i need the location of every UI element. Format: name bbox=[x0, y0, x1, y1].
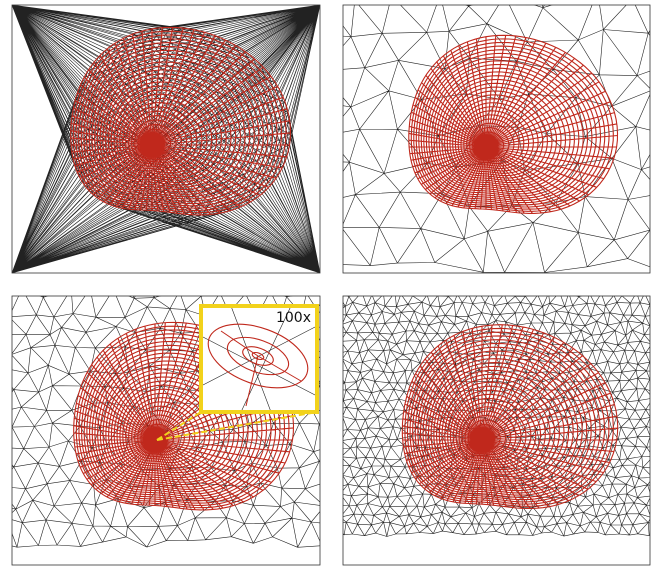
panel bbox=[330, 282, 655, 565]
inset: 100x bbox=[200, 306, 317, 412]
page: {"inset": {"label": "100x"}} 100x (() =>… bbox=[0, 0, 655, 567]
panel bbox=[296, 0, 655, 273]
figure: 100x bbox=[0, 0, 655, 567]
panel bbox=[12, 5, 320, 273]
inset-label: 100x bbox=[276, 310, 311, 326]
